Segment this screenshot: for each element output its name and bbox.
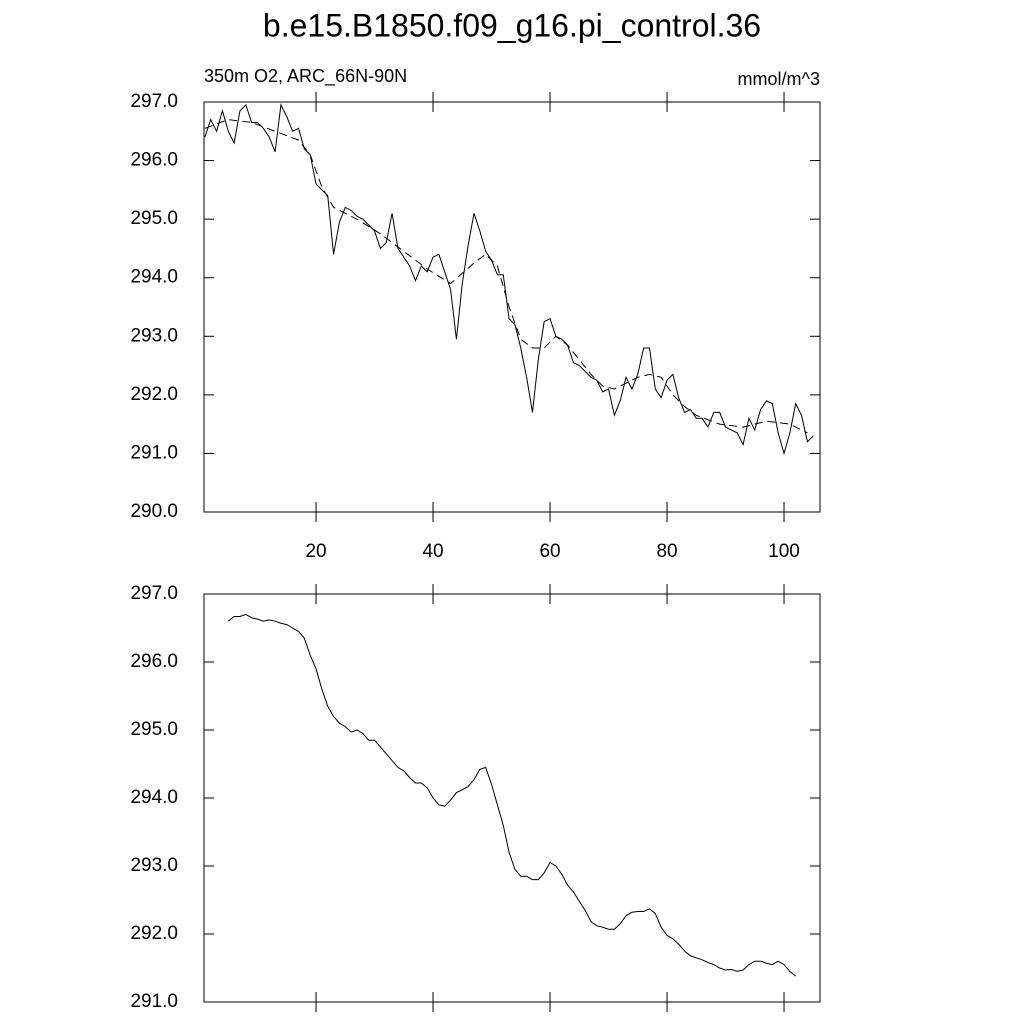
y-tick-label: 294.0 <box>130 787 178 808</box>
y-tick-label: 296.0 <box>130 651 178 672</box>
x-tick-label: 100 <box>768 541 800 562</box>
subtitle-left: 350m O2, ARC_66N-90N <box>204 66 407 87</box>
y-tick-label: 294.0 <box>130 267 178 288</box>
x-tick-label: 40 <box>422 541 443 562</box>
y-tick-label: 296.0 <box>130 150 178 171</box>
y-tick-label: 292.0 <box>130 384 178 405</box>
plot-frame <box>203 101 821 513</box>
y-tick-label: 297.0 <box>130 91 178 112</box>
y-tick-label: 293.0 <box>130 325 178 346</box>
subtitle-right: mmol/m^3 <box>738 69 820 89</box>
y-tick-label: 290.0 <box>130 501 178 522</box>
plot-frame <box>203 593 821 1003</box>
chart-title: b.e15.B1850.f09_g16.pi_control.36 <box>263 7 761 43</box>
y-tick-label: 295.0 <box>130 719 178 740</box>
y-tick-label: 295.0 <box>130 208 178 229</box>
x-tick-label: 80 <box>656 541 677 562</box>
y-tick-label: 291.0 <box>130 991 178 1012</box>
x-tick-label: 60 <box>539 541 560 562</box>
data-line <box>227 613 797 977</box>
data-line <box>204 103 814 456</box>
y-tick-label: 291.0 <box>130 442 178 463</box>
y-tick-label: 297.0 <box>130 583 178 604</box>
y-tick-label: 293.0 <box>130 855 178 876</box>
x-tick-label: 20 <box>305 541 326 562</box>
data-line <box>204 119 808 434</box>
y-tick-label: 292.0 <box>130 923 178 944</box>
